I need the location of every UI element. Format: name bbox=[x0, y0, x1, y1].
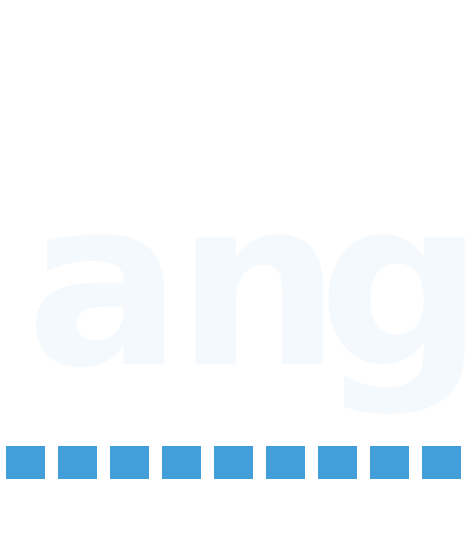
answer-slot[interactable] bbox=[6, 446, 45, 479]
word-letter: g bbox=[318, 149, 472, 419]
word-letter: n bbox=[176, 149, 342, 419]
answer-slot[interactable] bbox=[214, 446, 253, 479]
answer-slot[interactable] bbox=[318, 446, 357, 479]
answer-slot[interactable] bbox=[162, 446, 201, 479]
answer-slots bbox=[6, 446, 472, 479]
answer-slot[interactable] bbox=[422, 446, 461, 479]
word-letter: a bbox=[26, 149, 183, 419]
answer-slot[interactable] bbox=[266, 446, 305, 479]
answer-slot[interactable] bbox=[58, 446, 97, 479]
answer-slot[interactable] bbox=[110, 446, 149, 479]
answer-slot[interactable] bbox=[370, 446, 409, 479]
